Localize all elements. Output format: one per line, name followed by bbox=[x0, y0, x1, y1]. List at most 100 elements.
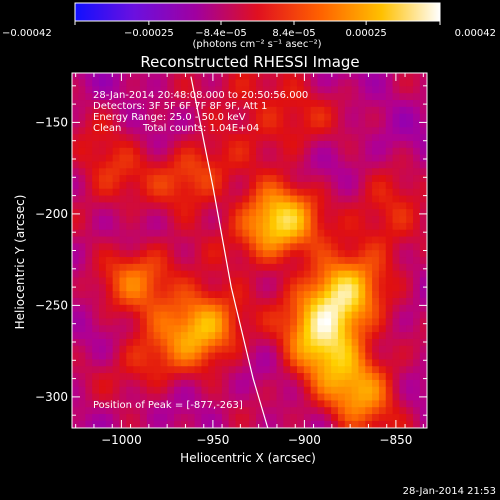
heatmap-cell bbox=[296, 332, 305, 340]
heatmap-cell bbox=[262, 338, 271, 347]
heatmap-cell bbox=[160, 250, 168, 258]
heatmap-cell bbox=[303, 379, 312, 388]
heatmap-cell bbox=[167, 243, 175, 251]
heatmap-cell bbox=[174, 297, 182, 306]
heatmap-cell bbox=[358, 236, 366, 244]
heatmap-cell bbox=[385, 195, 394, 204]
heatmap-cell bbox=[201, 188, 209, 197]
heatmap-cell bbox=[139, 318, 148, 326]
heatmap-cell bbox=[283, 318, 291, 326]
heatmap-cell bbox=[290, 140, 298, 149]
heatmap-cell bbox=[337, 181, 346, 190]
heatmap-cell bbox=[208, 216, 216, 224]
heatmap-cell bbox=[139, 236, 148, 244]
heatmap-cell bbox=[72, 79, 80, 87]
heatmap-cell bbox=[378, 73, 387, 81]
heatmap-cell bbox=[146, 291, 155, 299]
heatmap-cell bbox=[269, 161, 278, 169]
heatmap-cell bbox=[269, 366, 278, 374]
heatmap-cell bbox=[269, 243, 278, 251]
heatmap-cell bbox=[85, 345, 93, 354]
heatmap-cell bbox=[256, 250, 264, 258]
heatmap-cell bbox=[180, 297, 189, 306]
heatmap-cell bbox=[413, 195, 421, 204]
heatmap-cell bbox=[139, 229, 148, 238]
heatmap-cell bbox=[290, 209, 298, 217]
heatmap-cell bbox=[160, 304, 168, 313]
heatmap-cell bbox=[78, 120, 86, 128]
heatmap-cell bbox=[413, 366, 421, 374]
heatmap-cell bbox=[174, 175, 182, 183]
heatmap-cell bbox=[153, 175, 162, 183]
heatmap-cell bbox=[126, 250, 134, 258]
heatmap-cell bbox=[180, 140, 189, 149]
heatmap-cell bbox=[399, 373, 407, 381]
colorbar-tick-labels: −0.00042 −0.00025 −8.4e−05 8.4e−05 0.00025 0.… bbox=[2, 28, 496, 39]
heatmap-cell bbox=[344, 106, 353, 115]
heatmap-cell bbox=[419, 168, 427, 176]
heatmap-cell bbox=[174, 352, 182, 361]
heatmap-cell bbox=[85, 284, 93, 292]
heatmap-cell bbox=[92, 270, 100, 279]
heatmap-cell bbox=[269, 195, 278, 204]
heatmap-cell bbox=[303, 263, 312, 272]
heatmap-cell bbox=[392, 86, 400, 94]
heatmap-cell bbox=[317, 297, 325, 306]
heatmap-cell bbox=[112, 140, 121, 149]
heatmap-cell bbox=[85, 277, 93, 285]
heatmap-cell bbox=[187, 420, 196, 428]
heatmap-cell bbox=[187, 366, 196, 374]
heatmap-cell bbox=[208, 134, 216, 142]
heatmap-cell bbox=[337, 332, 346, 340]
heatmap-cell bbox=[160, 359, 168, 367]
heatmap-cell bbox=[358, 393, 366, 401]
heatmap-cell bbox=[99, 325, 107, 333]
heatmap-cell bbox=[385, 229, 394, 238]
heatmap-cell bbox=[419, 188, 427, 197]
heatmap-cell bbox=[139, 414, 148, 422]
heatmap-cell bbox=[317, 366, 325, 374]
heatmap-cell bbox=[399, 93, 407, 101]
heatmap-cell bbox=[126, 345, 134, 354]
heatmap-cell bbox=[133, 373, 141, 381]
heatmap-cell bbox=[365, 325, 373, 333]
heatmap-cell bbox=[365, 311, 373, 320]
heatmap-cell bbox=[303, 325, 312, 333]
heatmap-cell bbox=[283, 379, 291, 388]
heatmap-cell bbox=[262, 393, 271, 401]
heatmap-cell bbox=[242, 161, 250, 169]
heatmap-cell bbox=[99, 93, 107, 101]
heatmap-cell bbox=[372, 86, 380, 94]
heatmap-cell bbox=[385, 277, 394, 285]
heatmap-cell bbox=[249, 386, 257, 395]
heatmap-cell bbox=[208, 243, 216, 251]
heatmap-cell bbox=[324, 147, 332, 156]
heatmap-cell bbox=[392, 175, 400, 183]
heatmap-cell bbox=[358, 134, 366, 142]
heatmap-cell bbox=[392, 277, 400, 285]
heatmap-cell bbox=[112, 366, 121, 374]
heatmap-cell bbox=[194, 120, 203, 128]
heatmap-cell bbox=[303, 270, 312, 279]
heatmap-cell bbox=[187, 195, 196, 204]
heatmap-cell bbox=[262, 127, 271, 135]
heatmap-cell bbox=[235, 236, 243, 244]
heatmap-cell bbox=[331, 291, 339, 299]
heatmap-cell bbox=[262, 154, 271, 163]
heatmap-cell bbox=[290, 393, 298, 401]
heatmap-cell bbox=[228, 373, 237, 381]
heatmap-cell bbox=[112, 229, 121, 238]
heatmap-cell bbox=[290, 414, 298, 422]
heatmap-cell bbox=[85, 86, 93, 94]
heatmap-cell bbox=[324, 284, 332, 292]
heatmap-cell bbox=[372, 222, 380, 231]
heatmap-cell bbox=[385, 291, 394, 299]
heatmap-cell bbox=[167, 270, 175, 279]
heatmap-cell bbox=[310, 311, 319, 320]
heatmap-cell bbox=[194, 311, 203, 320]
heatmap-cell bbox=[406, 352, 414, 361]
heatmap-cell bbox=[249, 86, 257, 94]
heatmap-cell bbox=[215, 79, 223, 87]
heatmap-cell bbox=[399, 216, 407, 224]
heatmap-cell bbox=[85, 134, 93, 142]
